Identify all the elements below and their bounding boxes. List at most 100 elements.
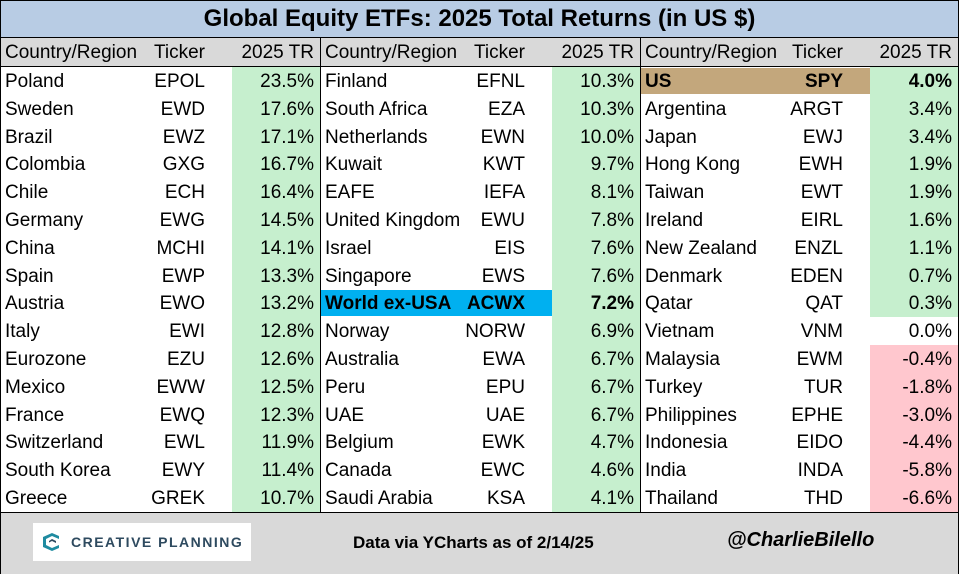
panel-divider [320,38,321,512]
table-row: Australia EWA 6.7% [321,345,640,373]
total-return-value: 7.6% [590,265,634,287]
country-name: Greece [5,488,68,509]
return-cell-background [870,206,958,234]
return-cell-background [552,261,640,290]
table-row: France EWQ 12.3% [1,400,320,429]
total-return-value: 1.9% [908,182,952,204]
return-cell-background [552,289,640,318]
ticker: EWN [480,126,525,148]
total-return-value: 7.8% [590,210,634,231]
ticker: ENZL [794,237,843,259]
header-country: Country/Region [5,42,138,63]
panel-divider [640,38,641,512]
return-cell-background [870,456,958,485]
total-return-value: 12.6% [260,349,314,370]
table-row: Hong Kong EWH 1.9% [641,150,958,179]
total-return-value: -6.6% [902,488,952,509]
table-row: Belgium EWK 4.7% [321,428,640,457]
total-return-value: 3.4% [908,126,952,148]
country-name: Japan [645,126,697,148]
total-return-value: 12.3% [260,404,314,426]
table-row: India INDA -5.8% [641,456,958,485]
total-return-value: 10.3% [580,98,634,120]
ticker: EZA [488,98,525,120]
ticker: EWM [796,349,843,370]
creative-planning-logo-icon [43,533,59,551]
header-tr: 2025 TR [241,42,314,63]
country-name: Finland [325,71,388,92]
ticker: QAT [805,293,843,315]
total-return-value: 13.3% [260,265,314,287]
table-row: South Africa EZA 10.3% [321,94,640,123]
total-return-value: 17.1% [260,126,314,148]
table-row: Peru EPU 6.7% [321,372,640,401]
total-return-value: 3.4% [908,98,952,120]
table-row: US SPY 4.0% [641,67,958,95]
total-return-value: 14.1% [260,237,314,259]
total-return-value: 6.7% [590,349,634,370]
ticker: EZU [167,349,205,370]
table-panel-2: Country/Region Ticker 2025 TR Finland EFNL 10… [321,38,640,512]
data-source: Data via YCharts as of 2/14/25 [353,533,594,552]
header-ticker: Ticker [153,42,205,63]
ticker: EWI [169,321,205,343]
country-name: China [5,237,55,259]
column-header-row: Country/Region Ticker 2025 TR [1,38,320,67]
column-header-row: Country/Region Ticker 2025 TR [321,38,640,67]
country-name: Netherlands [325,126,428,148]
ticker: SPY [804,71,843,92]
total-return-value: 6.7% [590,376,634,398]
table-row: Greece GREK 10.7% [1,484,320,512]
country-name: World ex-USA [325,293,452,315]
return-cell-background [552,233,640,262]
table-row: Canada EWC 4.6% [321,456,640,485]
ticker: EWG [159,210,205,231]
table-row: Israel EIS 7.6% [321,233,640,262]
country-name: Thailand [645,488,718,509]
total-return-value: 9.7% [590,154,634,176]
table-row: Thailand THD -6.6% [641,484,958,512]
return-cell-background [870,345,958,373]
header-ticker: Ticker [473,42,525,63]
country-name: Qatar [645,293,693,315]
total-return-value: 12.8% [260,321,314,343]
table-row: Norway NORW 6.9% [321,317,640,346]
ticker: ECH [164,182,205,204]
total-return-value: 1.1% [908,237,952,259]
country-name: Sweden [5,98,74,120]
table-row: Mexico EWW 12.5% [1,372,320,401]
return-cell-background [232,317,320,346]
ticker: IEFA [483,182,525,204]
return-cell-background [552,456,640,485]
ticker: EIS [494,237,525,259]
ticker: THD [803,488,843,509]
country-name: South Korea [5,460,111,482]
country-name: Singapore [325,265,412,287]
table-row: South Korea EWY 11.4% [1,456,320,485]
ticker: NORW [465,321,525,343]
country-name: Chile [5,182,49,204]
total-return-value: 4.1% [590,488,634,509]
total-return-value: 1.9% [908,154,952,176]
return-cell-background [870,178,958,207]
total-return-value: 1.6% [908,210,952,231]
total-return-value: 4.6% [590,460,634,482]
return-cell-background [870,289,958,318]
table-row: Netherlands EWN 10.0% [321,122,640,151]
table-row: Spain EWP 13.3% [1,261,320,290]
ticker: VNM [800,321,843,343]
total-return-value: 0.3% [908,293,952,315]
country-name: Mexico [5,376,66,398]
return-cell-background [232,206,320,234]
country-name: Austria [5,293,65,315]
ticker: ARGT [790,98,843,120]
return-cell-background [232,261,320,290]
country-name: South Africa [325,98,428,120]
table-row: Colombia GXG 16.7% [1,150,320,179]
country-name: Australia [325,349,399,370]
return-cell-background [552,428,640,457]
table-row: UAE UAE 6.7% [321,400,640,429]
total-return-value: -1.8% [902,376,952,398]
return-cell-background [552,178,640,207]
